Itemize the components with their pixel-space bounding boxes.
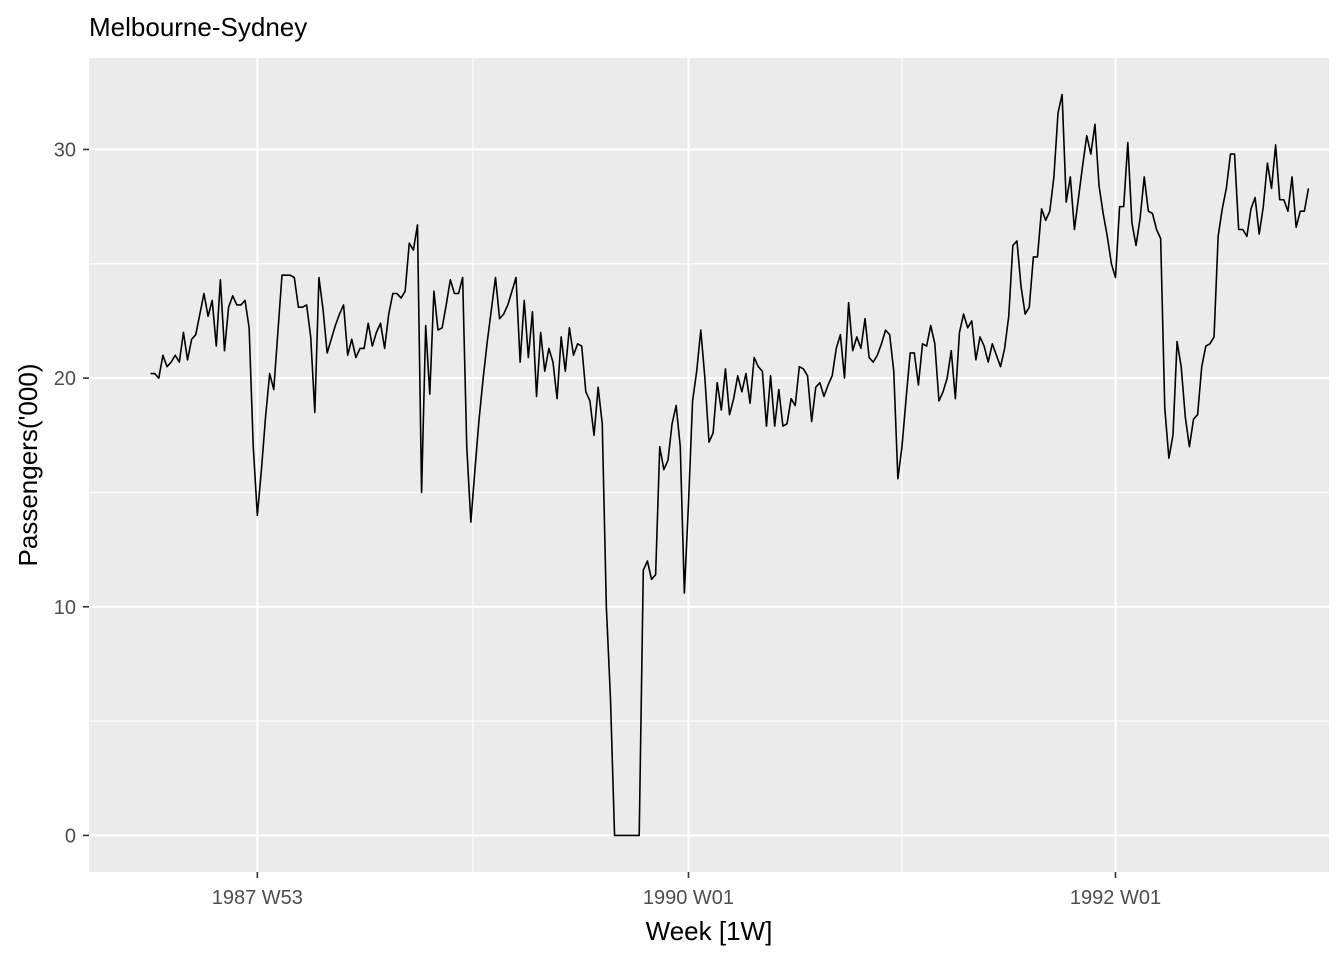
x-axis-title: Week [1W] — [646, 916, 773, 946]
x-tick-label: 1990 W01 — [643, 887, 734, 909]
y-tick-label: 20 — [54, 368, 76, 390]
minor-gridlines — [89, 58, 1329, 872]
y-axis-title: Passengers('000) — [13, 364, 43, 567]
x-tick-label: 1992 W01 — [1070, 887, 1161, 909]
x-tick-label: 1987 W53 — [212, 887, 303, 909]
plot-panel — [89, 58, 1329, 872]
y-axis: 0 10 20 30 — [54, 139, 89, 847]
y-tick-label: 30 — [54, 139, 76, 161]
chart-title: Melbourne-Sydney — [89, 12, 307, 42]
x-axis: 1987 W53 1990 W01 1992 W01 — [212, 872, 1161, 909]
major-gridlines — [89, 58, 1329, 872]
y-tick-label: 0 — [65, 825, 76, 847]
y-tick-label: 10 — [54, 597, 76, 619]
series-line — [150, 93, 1310, 837]
